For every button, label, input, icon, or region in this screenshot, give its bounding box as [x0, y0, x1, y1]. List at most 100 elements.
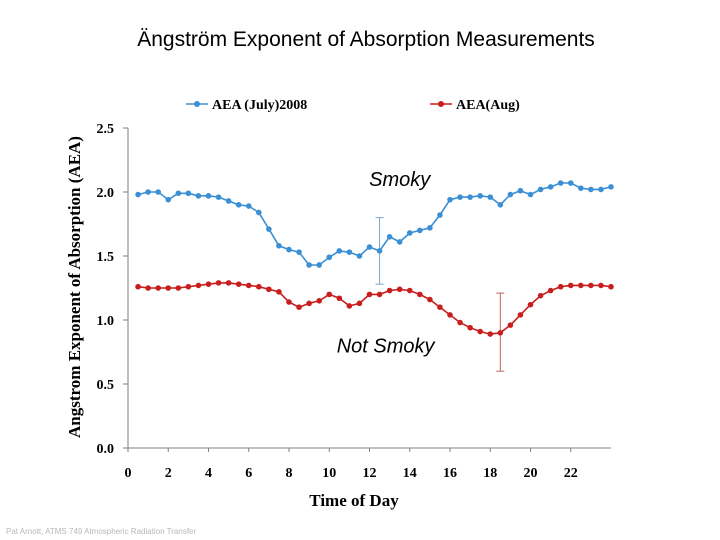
- data-point: [467, 324, 473, 331]
- data-point: [336, 248, 343, 254]
- data-point: [447, 196, 453, 203]
- data-point: [517, 312, 524, 318]
- series-line: [137, 282, 612, 335]
- data-point: [185, 283, 192, 290]
- y-tick-label: 0.0: [97, 442, 115, 457]
- data-point: [567, 180, 574, 186]
- legend-marker: [438, 101, 444, 107]
- data-point: [155, 285, 161, 291]
- data-point: [205, 281, 212, 287]
- data-point: [608, 283, 614, 290]
- data-point: [588, 186, 594, 193]
- x-tick-label: 18: [483, 466, 497, 481]
- data-point: [517, 187, 524, 194]
- y-axis-title-group: Angstrom Exponent of Absorption (AEA): [65, 136, 84, 438]
- data-point: [588, 282, 594, 289]
- data-point: [608, 184, 614, 190]
- data-point: [215, 194, 222, 200]
- data-point: [417, 291, 423, 298]
- data-point: [396, 286, 403, 293]
- data-point: [195, 193, 202, 199]
- data-point: [497, 330, 504, 336]
- data-point: [457, 194, 463, 200]
- data-point: [507, 191, 514, 198]
- data-point: [537, 292, 544, 299]
- data-point: [256, 209, 262, 216]
- data-point: [225, 280, 232, 286]
- data-point: [266, 286, 272, 293]
- data-point: [477, 328, 483, 335]
- data-point: [235, 202, 242, 208]
- data-point: [266, 226, 272, 232]
- data-point: [386, 234, 393, 240]
- series-0: [135, 180, 614, 285]
- x-axis-title: Time of Day: [309, 491, 399, 510]
- y-tick-label: 1.5: [97, 250, 115, 265]
- x-tick-label: 8: [286, 466, 293, 481]
- data-point: [507, 322, 514, 328]
- slide-title: Ängström Exponent of Absorption Measurem…: [137, 28, 595, 51]
- data-point: [527, 301, 534, 308]
- data-point: [547, 287, 554, 294]
- data-point: [346, 249, 353, 255]
- data-point: [135, 283, 141, 290]
- data-point: [437, 304, 443, 311]
- x-tick-label: 6: [245, 466, 252, 481]
- data-point: [175, 285, 182, 291]
- data-point: [427, 225, 433, 231]
- x-tick-label: 10: [322, 466, 336, 481]
- data-point: [427, 296, 433, 303]
- data-point: [406, 287, 413, 294]
- data-point: [256, 283, 262, 290]
- data-point: [547, 184, 554, 190]
- x-tick-label: 20: [524, 466, 538, 481]
- data-point: [366, 244, 373, 250]
- legend: AEA (July)2008 AEA(Aug): [186, 98, 520, 113]
- data-point: [356, 253, 363, 259]
- data-point: [447, 312, 453, 318]
- data-point: [437, 212, 443, 218]
- data-point: [376, 248, 383, 254]
- data-point: [205, 193, 212, 199]
- data-point: [306, 262, 312, 268]
- data-point: [276, 242, 282, 249]
- legend-label: AEA (July)2008: [212, 98, 307, 113]
- data-point: [326, 291, 333, 298]
- y-tick-label: 0.5: [97, 378, 115, 393]
- footer-credit: Pat Arnott, ATMS 749 Atmospheric Radiati…: [6, 527, 197, 536]
- data-point: [296, 249, 302, 255]
- data-point: [567, 282, 574, 289]
- data-point: [155, 189, 161, 195]
- data-point: [165, 285, 172, 291]
- x-tick-label: 2: [165, 466, 172, 481]
- data-point: [346, 303, 353, 309]
- data-point: [578, 282, 584, 289]
- y-tick-label: 2.0: [97, 186, 115, 201]
- data-point: [356, 300, 363, 307]
- legend-label: AEA(Aug): [456, 98, 520, 113]
- annotations: Smoky Not Smoky: [337, 169, 436, 357]
- data-point: [487, 331, 494, 337]
- data-point: [185, 190, 192, 197]
- data-point: [245, 203, 252, 209]
- data-point: [497, 202, 504, 208]
- data-point: [396, 239, 403, 245]
- data-point: [376, 291, 383, 298]
- data-point: [316, 298, 322, 304]
- series-1: [135, 280, 614, 372]
- data-point: [578, 185, 584, 191]
- y-axis-title: Angstrom Exponent of Absorption (AEA): [65, 136, 84, 438]
- data-point: [215, 280, 222, 286]
- y-ticks: 0.0 0.5 1.0 1.5 2.0 2.5: [97, 122, 128, 457]
- annotation-label: Not Smoky: [337, 336, 436, 358]
- data-point: [286, 246, 292, 253]
- data-point: [225, 198, 232, 204]
- data-point: [487, 194, 494, 200]
- data-point: [175, 190, 182, 197]
- data-point: [457, 319, 463, 326]
- data-point: [417, 227, 423, 234]
- x-tick-label: 14: [403, 466, 417, 481]
- data-point: [336, 295, 343, 302]
- data-point: [557, 283, 564, 290]
